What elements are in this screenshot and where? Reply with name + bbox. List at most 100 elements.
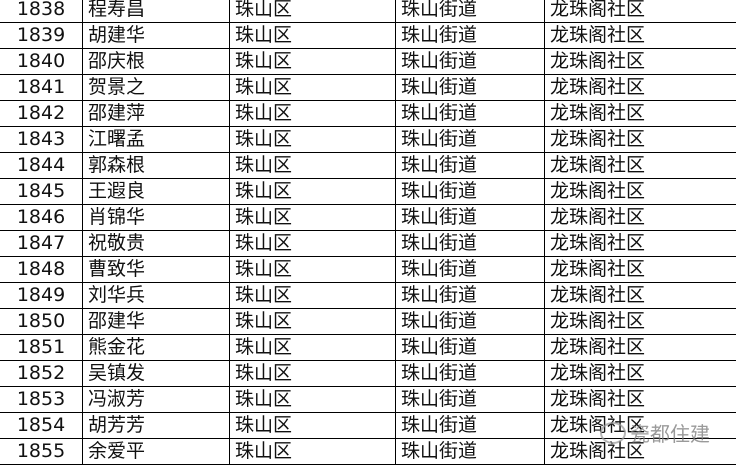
cell-community[interactable]: 龙珠阁社区 bbox=[545, 127, 736, 153]
cell-community[interactable]: 龙珠阁社区 bbox=[545, 335, 736, 361]
cell-district[interactable]: 珠山区 bbox=[230, 361, 396, 387]
cell-district[interactable]: 珠山区 bbox=[230, 231, 396, 257]
cell-community[interactable]: 龙珠阁社区 bbox=[545, 49, 736, 75]
cell-street[interactable]: 珠山街道 bbox=[396, 335, 545, 361]
cell-name[interactable]: 熊金花 bbox=[83, 335, 230, 361]
cell-street[interactable]: 珠山街道 bbox=[396, 101, 545, 127]
cell-community[interactable]: 龙珠阁社区 bbox=[545, 309, 736, 335]
cell-row-number[interactable]: 1848 bbox=[0, 257, 83, 283]
cell-district[interactable]: 珠山区 bbox=[230, 179, 396, 205]
cell-community[interactable]: 龙珠阁社区 bbox=[545, 257, 736, 283]
cell-district[interactable]: 珠山区 bbox=[230, 413, 396, 439]
cell-name[interactable]: 刘华兵 bbox=[83, 283, 230, 309]
cell-row-number[interactable]: 1838 bbox=[0, 0, 83, 23]
cell-district[interactable]: 珠山区 bbox=[230, 439, 396, 465]
cell-street[interactable]: 珠山街道 bbox=[396, 127, 545, 153]
cell-row-number[interactable]: 1853 bbox=[0, 387, 83, 413]
cell-row-number[interactable]: 1840 bbox=[0, 49, 83, 75]
cell-street[interactable]: 珠山街道 bbox=[396, 23, 545, 49]
cell-row-number[interactable]: 1841 bbox=[0, 75, 83, 101]
cell-row-number[interactable]: 1852 bbox=[0, 361, 83, 387]
cell-row-number[interactable]: 1839 bbox=[0, 23, 83, 49]
cell-district[interactable]: 珠山区 bbox=[230, 127, 396, 153]
cell-street[interactable]: 珠山街道 bbox=[396, 361, 545, 387]
cell-street[interactable]: 珠山街道 bbox=[396, 413, 545, 439]
cell-district[interactable]: 珠山区 bbox=[230, 153, 396, 179]
cell-row-number[interactable]: 1844 bbox=[0, 153, 83, 179]
cell-name[interactable]: 邵建萍 bbox=[83, 101, 230, 127]
cell-community[interactable]: 龙珠阁社区 bbox=[545, 153, 736, 179]
wechat-icon bbox=[600, 422, 626, 444]
cell-row-number[interactable]: 1850 bbox=[0, 309, 83, 335]
cell-community[interactable]: 龙珠阁社区 bbox=[545, 387, 736, 413]
cell-community[interactable]: 龙珠阁社区 bbox=[545, 75, 736, 101]
watermark-text: 瓷都住建 bbox=[630, 418, 710, 447]
cell-street[interactable]: 珠山街道 bbox=[396, 0, 545, 23]
cell-street[interactable]: 珠山街道 bbox=[396, 49, 545, 75]
cell-community[interactable]: 龙珠阁社区 bbox=[545, 101, 736, 127]
cell-community[interactable]: 龙珠阁社区 bbox=[545, 231, 736, 257]
cell-district[interactable]: 珠山区 bbox=[230, 23, 396, 49]
cell-name[interactable]: 郭森根 bbox=[83, 153, 230, 179]
cell-name[interactable]: 程寿昌 bbox=[83, 0, 230, 23]
cell-row-number[interactable]: 1846 bbox=[0, 205, 83, 231]
cell-street[interactable]: 珠山街道 bbox=[396, 179, 545, 205]
cell-name[interactable]: 江曙孟 bbox=[83, 127, 230, 153]
cell-street[interactable]: 珠山街道 bbox=[396, 387, 545, 413]
cell-street[interactable]: 珠山街道 bbox=[396, 309, 545, 335]
cell-street[interactable]: 珠山街道 bbox=[396, 231, 545, 257]
cell-community[interactable]: 龙珠阁社区 bbox=[545, 283, 736, 309]
cell-street[interactable]: 珠山街道 bbox=[396, 205, 545, 231]
cell-community[interactable]: 龙珠阁社区 bbox=[545, 205, 736, 231]
cell-name[interactable]: 冯淑芳 bbox=[83, 387, 230, 413]
cell-row-number[interactable]: 1843 bbox=[0, 127, 83, 153]
cell-district[interactable]: 珠山区 bbox=[230, 283, 396, 309]
cell-row-number[interactable]: 1849 bbox=[0, 283, 83, 309]
cell-name[interactable]: 余爱平 bbox=[83, 439, 230, 465]
cell-district[interactable]: 珠山区 bbox=[230, 387, 396, 413]
cell-name[interactable]: 曹致华 bbox=[83, 257, 230, 283]
cell-row-number[interactable]: 1842 bbox=[0, 101, 83, 127]
cell-name[interactable]: 肖锦华 bbox=[83, 205, 230, 231]
cell-name[interactable]: 邵庆根 bbox=[83, 49, 230, 75]
cell-name[interactable]: 胡芳芳 bbox=[83, 413, 230, 439]
cell-community[interactable]: 龙珠阁社区 bbox=[545, 179, 736, 205]
cell-district[interactable]: 珠山区 bbox=[230, 335, 396, 361]
cell-row-number[interactable]: 1855 bbox=[0, 439, 83, 465]
cell-row-number[interactable]: 1851 bbox=[0, 335, 83, 361]
cell-district[interactable]: 珠山区 bbox=[230, 309, 396, 335]
cell-district[interactable]: 珠山区 bbox=[230, 257, 396, 283]
cell-street[interactable]: 珠山街道 bbox=[396, 283, 545, 309]
cell-community[interactable]: 龙珠阁社区 bbox=[545, 361, 736, 387]
cell-street[interactable]: 珠山街道 bbox=[396, 257, 545, 283]
cell-community[interactable]: 龙珠阁社区 bbox=[545, 23, 736, 49]
cell-district[interactable]: 珠山区 bbox=[230, 205, 396, 231]
cell-street[interactable]: 珠山街道 bbox=[396, 439, 545, 465]
cell-district[interactable]: 珠山区 bbox=[230, 75, 396, 101]
cell-name[interactable]: 胡建华 bbox=[83, 23, 230, 49]
cell-name[interactable]: 祝敬贵 bbox=[83, 231, 230, 257]
cell-name[interactable]: 贺景之 bbox=[83, 75, 230, 101]
cell-district[interactable]: 珠山区 bbox=[230, 49, 396, 75]
cell-row-number[interactable]: 1847 bbox=[0, 231, 83, 257]
cell-street[interactable]: 珠山街道 bbox=[396, 153, 545, 179]
cell-district[interactable]: 珠山区 bbox=[230, 0, 396, 23]
cell-name[interactable]: 吴镇发 bbox=[83, 361, 230, 387]
cell-row-number[interactable]: 1854 bbox=[0, 413, 83, 439]
cell-name[interactable]: 邵建华 bbox=[83, 309, 230, 335]
cell-name[interactable]: 王遐良 bbox=[83, 179, 230, 205]
cell-row-number[interactable]: 1845 bbox=[0, 179, 83, 205]
cell-community[interactable]: 龙珠阁社区 bbox=[545, 0, 736, 23]
cell-district[interactable]: 珠山区 bbox=[230, 101, 396, 127]
cell-street[interactable]: 珠山街道 bbox=[396, 75, 545, 101]
